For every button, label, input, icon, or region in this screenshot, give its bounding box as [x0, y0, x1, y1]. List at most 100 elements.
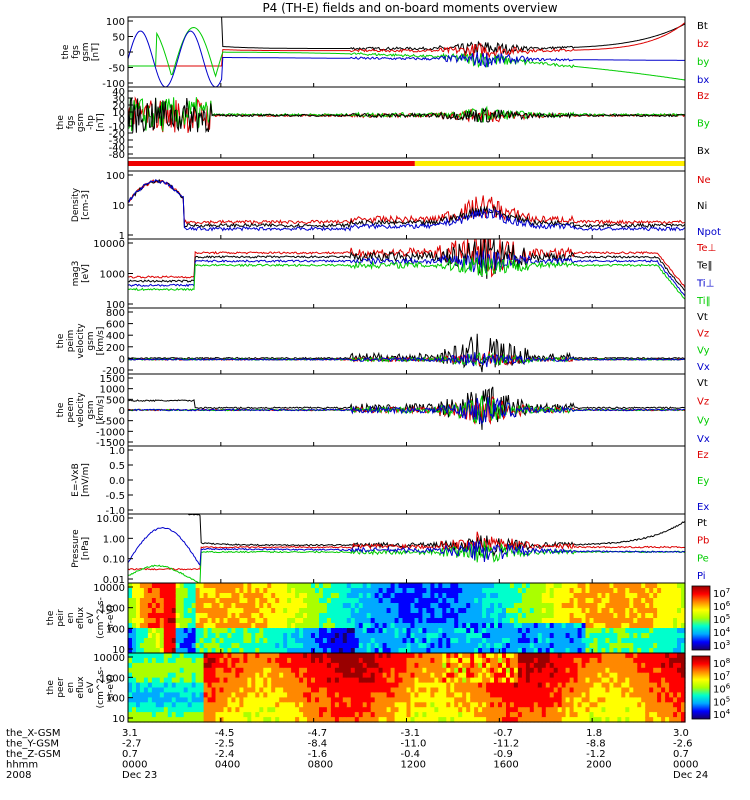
spectrogram-cell: [330, 653, 336, 659]
spectrogram-cell: [569, 653, 575, 659]
spectrogram-cell: [251, 588, 256, 594]
spectrogram-cell: [430, 638, 435, 644]
spectrogram-cell: [529, 697, 535, 703]
spectrogram-cell: [191, 598, 197, 604]
spectrogram-cell: [589, 667, 595, 674]
spectrogram-cell: [537, 583, 543, 589]
spectrogram-cell: [577, 692, 583, 698]
spectrogram-cell: [366, 643, 372, 649]
spectrogram-cell: [513, 643, 519, 649]
spectrogram-cell: [195, 643, 201, 649]
spectrogram-cell: [275, 618, 280, 624]
spectrogram-cell: [299, 628, 304, 634]
spectrogram-cell: [533, 618, 539, 624]
spectrogram-cell: [498, 653, 503, 659]
spectrogram-cell: [342, 707, 348, 713]
spectrogram-cell: [291, 583, 296, 589]
spectrogram-cell: [203, 717, 209, 723]
spectrogram-cell: [645, 653, 650, 659]
spectrogram-cell: [549, 613, 555, 619]
spectrogram-cell: [426, 603, 431, 609]
spectrogram-cell: [398, 657, 404, 664]
spectrogram-cell: [581, 623, 587, 629]
spectrogram-cell: [513, 593, 519, 599]
spectrogram-cell: [613, 648, 618, 654]
spectrogram-cell: [139, 692, 145, 698]
spectrogram-cell: [597, 643, 603, 649]
spectrogram-cell: [191, 623, 197, 629]
spectrogram-cell: [167, 712, 173, 718]
spectrogram-cell: [490, 682, 495, 689]
spectrogram-cell: [406, 588, 412, 594]
spectrogram-cell: [175, 583, 181, 589]
spectrogram-cell: [549, 707, 555, 713]
spectrogram-cell: [191, 593, 197, 599]
x-axis-tick-value: 0.7: [122, 749, 138, 760]
spectrogram-cell: [187, 598, 193, 604]
spectrogram-cell: [545, 707, 551, 713]
spectrogram-cell: [565, 613, 571, 619]
spectrogram-cell: [529, 648, 535, 654]
spectrogram-cell: [382, 598, 388, 604]
spectrogram-cell: [557, 653, 563, 659]
spectrogram-cell: [482, 672, 487, 679]
spectrogram-cell: [319, 623, 324, 629]
spectrogram-cell: [661, 702, 666, 708]
spectrogram-cell: [136, 598, 141, 604]
x-axis-row-label: the_X-GSM: [6, 728, 60, 739]
spectrogram-cell: [195, 583, 201, 589]
spectrogram-cell: [199, 717, 205, 723]
spectrogram-cell: [573, 692, 579, 698]
spectrogram-cell: [541, 707, 547, 713]
spectrogram-cell: [454, 687, 459, 693]
spectrogram-cell: [247, 643, 252, 649]
spectrogram-cell: [573, 662, 579, 669]
spectrogram-cell: [326, 653, 332, 659]
spectrogram-cell: [279, 593, 284, 599]
spectrogram-cell: [259, 702, 264, 708]
spectrogram-cell: [291, 638, 296, 644]
spectrogram-cell: [422, 717, 427, 723]
spectrogram-cell: [203, 588, 209, 594]
spectrogram-cell: [155, 583, 161, 589]
spectrogram-cell: [390, 692, 396, 698]
spectrogram-cell: [199, 687, 205, 693]
spectrogram-cell: [498, 707, 503, 713]
spectrogram-cell: [263, 682, 268, 689]
spectrogram-cell: [219, 662, 225, 669]
colorbar: [691, 655, 711, 720]
spectrogram-cell: [398, 583, 404, 589]
spectrogram-cell: [259, 583, 264, 589]
spectrogram-cell: [382, 702, 388, 708]
spectrogram-cell: [589, 623, 595, 629]
spectrogram-cell: [287, 603, 292, 609]
spectrogram-cell: [589, 608, 595, 614]
spectrogram-cell: [509, 653, 515, 659]
spectrogram-cell: [673, 657, 678, 664]
spectrogram-cell: [243, 628, 248, 634]
spectrogram-cell: [565, 712, 571, 718]
spectrogram-cell: [629, 643, 634, 649]
spectrogram-cell: [307, 638, 312, 644]
x-axis-tick-value: 3.1: [122, 728, 138, 739]
spectrogram-cell: [629, 623, 634, 629]
spectrogram-cell: [601, 633, 607, 639]
spectrogram-cell: [573, 707, 579, 713]
spectrogram-cell: [386, 687, 392, 693]
spectrogram-cell: [565, 608, 571, 614]
spectrogram-cell: [342, 657, 348, 664]
spectrogram-cell: [235, 697, 240, 703]
spectrogram-cell: [617, 598, 622, 604]
spectrogram-cell: [255, 593, 260, 599]
spectrogram-cell: [386, 712, 392, 718]
spectrogram-cell: [645, 702, 650, 708]
spectrogram-cell: [382, 687, 388, 693]
spectrogram-cell: [322, 717, 328, 723]
spectrogram-cell: [486, 608, 491, 614]
spectrogram-cell: [426, 707, 431, 713]
spectrogram-cell: [426, 633, 431, 639]
spectrogram-cell: [657, 593, 662, 599]
spectrogram-cell: [506, 653, 511, 659]
spectrogram-cell: [207, 618, 213, 624]
